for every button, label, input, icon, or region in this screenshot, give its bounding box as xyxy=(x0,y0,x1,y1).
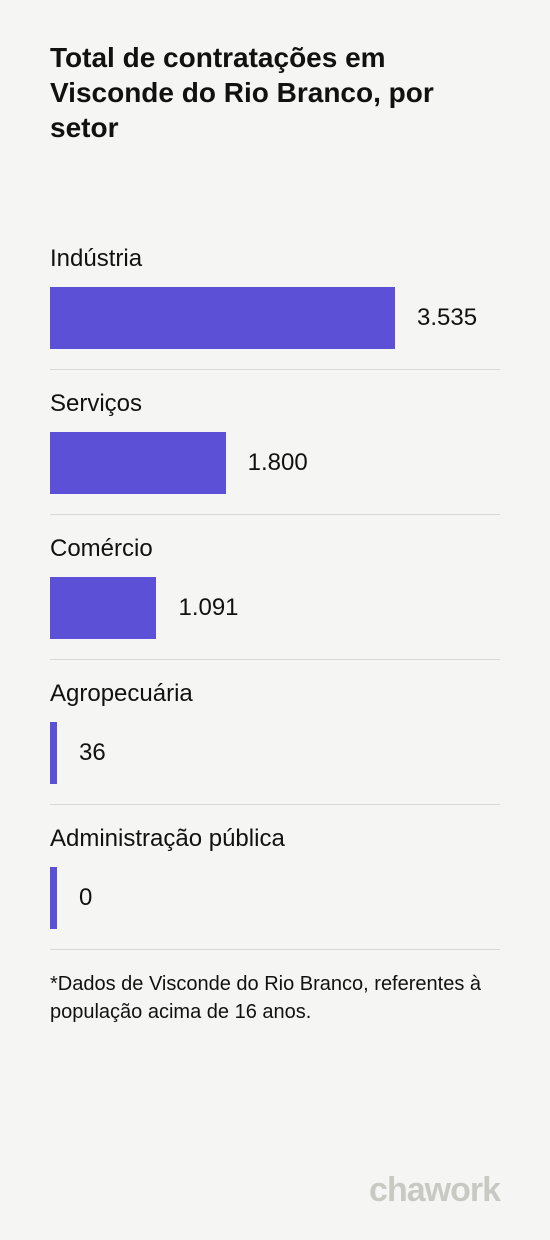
bar-label: Agropecuária xyxy=(50,680,500,708)
bar-row: Comércio 1.091 xyxy=(50,514,500,659)
bar-value: 0 xyxy=(79,884,92,912)
bar xyxy=(50,867,57,929)
bar-label: Indústria xyxy=(50,245,500,273)
bar xyxy=(50,432,226,494)
bar xyxy=(50,287,395,349)
bar xyxy=(50,577,156,639)
bar-value: 1.091 xyxy=(178,594,238,622)
chart-card: Total de contratações em Visconde do Rio… xyxy=(0,0,550,1240)
bar xyxy=(50,722,57,784)
chart-footnote: *Dados de Visconde do Rio Branco, refere… xyxy=(50,949,500,1026)
bar-value: 3.535 xyxy=(417,304,477,332)
bar-row: Indústria 3.535 xyxy=(50,225,500,369)
bar-wrap: 0 xyxy=(50,867,500,929)
bar-row: Administração pública 0 xyxy=(50,804,500,949)
bar-wrap: 3.535 xyxy=(50,287,500,349)
bar-wrap: 36 xyxy=(50,722,500,784)
bar-label: Administração pública xyxy=(50,825,500,853)
bar-value: 1.800 xyxy=(248,449,308,477)
bar-label: Comércio xyxy=(50,535,500,563)
bar-wrap: 1.091 xyxy=(50,577,500,639)
bar-row: Serviços 1.800 xyxy=(50,369,500,514)
brand-logo: chawork xyxy=(369,1171,500,1210)
bar-wrap: 1.800 xyxy=(50,432,500,494)
chart-title: Total de contratações em Visconde do Rio… xyxy=(50,40,500,145)
bar-label: Serviços xyxy=(50,390,500,418)
bar-rows: Indústria 3.535 Serviços 1.800 Comércio … xyxy=(50,225,500,949)
bar-row: Agropecuária 36 xyxy=(50,659,500,804)
bar-value: 36 xyxy=(79,739,106,767)
